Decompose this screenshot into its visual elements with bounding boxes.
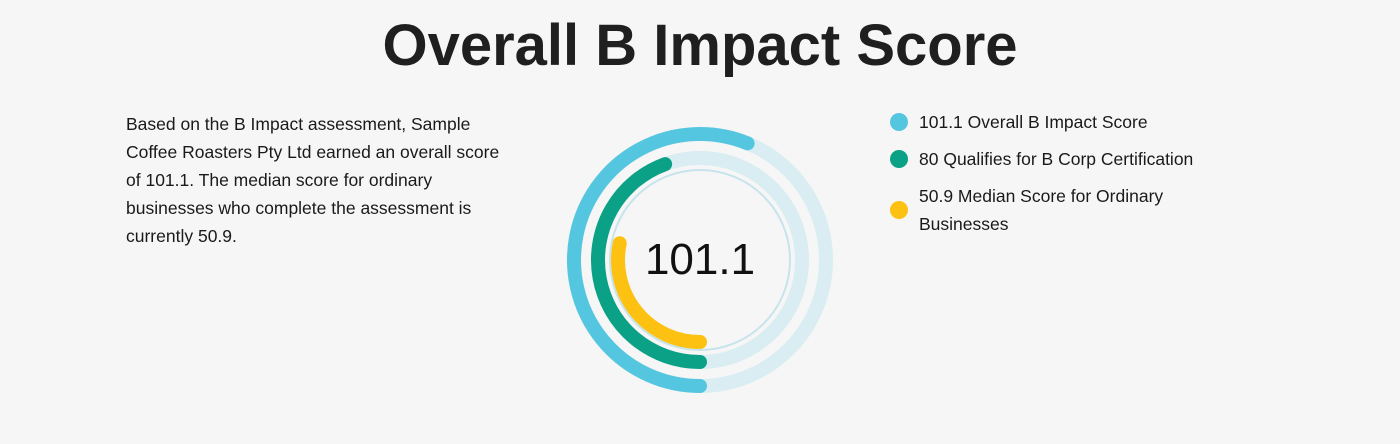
legend-label-overall-score: 101.1 Overall B Impact Score [919, 112, 1148, 132]
legend-swatch-median [890, 201, 908, 219]
guide-ring [609, 169, 791, 351]
radial-score-chart: 101.1 [560, 126, 840, 406]
legend-item-qualifies: 80 Qualifies for B Corp Certification [890, 145, 1250, 173]
legend-swatch-qualifies [890, 150, 908, 168]
legend-label-qualifies: 80 Qualifies for B Corp Certification [919, 149, 1194, 169]
arc-qualifies [591, 157, 707, 369]
legend-label-median: 50.9 Median Score for Ordinary Businesse… [919, 186, 1164, 234]
legend-item-overall-score: 101.1 Overall B Impact Score [890, 108, 1250, 136]
center-score-value: 101.1 [644, 235, 756, 284]
legend-swatch-overall-score [890, 113, 908, 131]
chart-legend: 101.1 Overall B Impact Score 80 Qualifie… [890, 108, 1250, 247]
score-description: Based on the B Impact assessment, Sample… [126, 114, 500, 246]
legend-item-median: 50.9 Median Score for Ordinary Businesse… [890, 182, 1250, 238]
page-title: Overall B Impact Score [382, 13, 1018, 78]
arc-median [611, 236, 707, 349]
arc-overall-score [567, 127, 755, 393]
radial-chart-svg [567, 127, 833, 393]
